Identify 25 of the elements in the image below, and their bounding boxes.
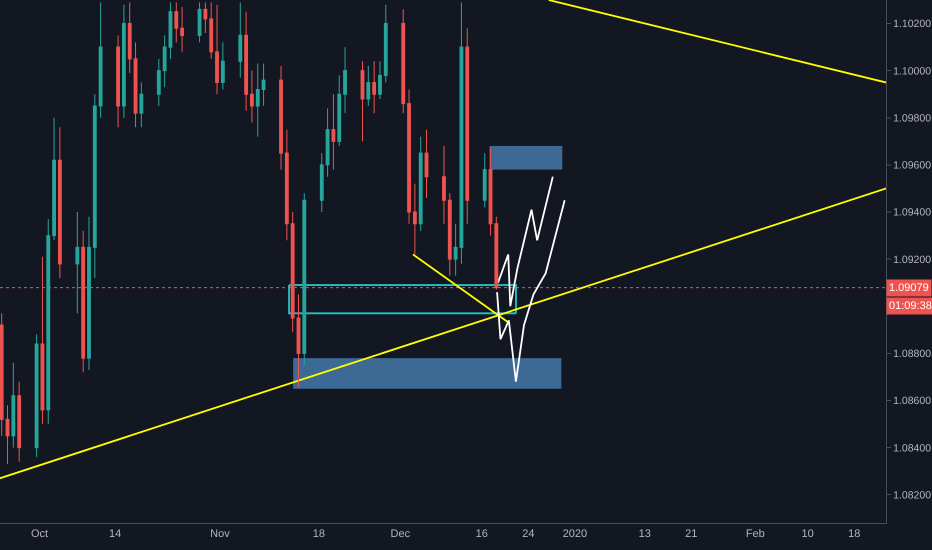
y-tick-label: 1.08400 bbox=[893, 442, 932, 454]
x-tick-label: 16 bbox=[476, 528, 488, 540]
text: 01:09:38 bbox=[889, 300, 932, 312]
x-tick-label: 24 bbox=[522, 528, 534, 540]
x-tick-label: Nov bbox=[210, 528, 230, 540]
y-tick-label: 1.08600 bbox=[893, 395, 932, 408]
x-tick-label: Feb bbox=[746, 528, 765, 540]
y-tick-label: 1.09200 bbox=[893, 254, 932, 266]
y-tick-label: 1.08200 bbox=[893, 489, 932, 502]
y-tick-label: 1.09800 bbox=[893, 112, 932, 124]
x-tick-label: 21 bbox=[685, 528, 698, 540]
ref-line-label: 1.09079 bbox=[889, 282, 929, 294]
x-tick-label: 14 bbox=[109, 528, 122, 540]
x-tick-label: 10 bbox=[802, 528, 814, 540]
x-tick-label: 18 bbox=[848, 528, 860, 540]
x-tick-label: Dec bbox=[390, 528, 411, 540]
y-tick-label: 1.10000 bbox=[893, 65, 932, 78]
y-tick-label: 1.10200 bbox=[893, 18, 932, 30]
x-tick-label: 2020 bbox=[562, 528, 588, 540]
y-tick-label: 1.09400 bbox=[893, 206, 932, 219]
y-tick-label: 1.09600 bbox=[893, 160, 932, 172]
x-tick-label: Oct bbox=[30, 528, 48, 540]
x-tick-label: 18 bbox=[312, 528, 325, 540]
y-tick-label: 1.08800 bbox=[893, 348, 932, 360]
x-tick-label: 13 bbox=[638, 528, 651, 540]
